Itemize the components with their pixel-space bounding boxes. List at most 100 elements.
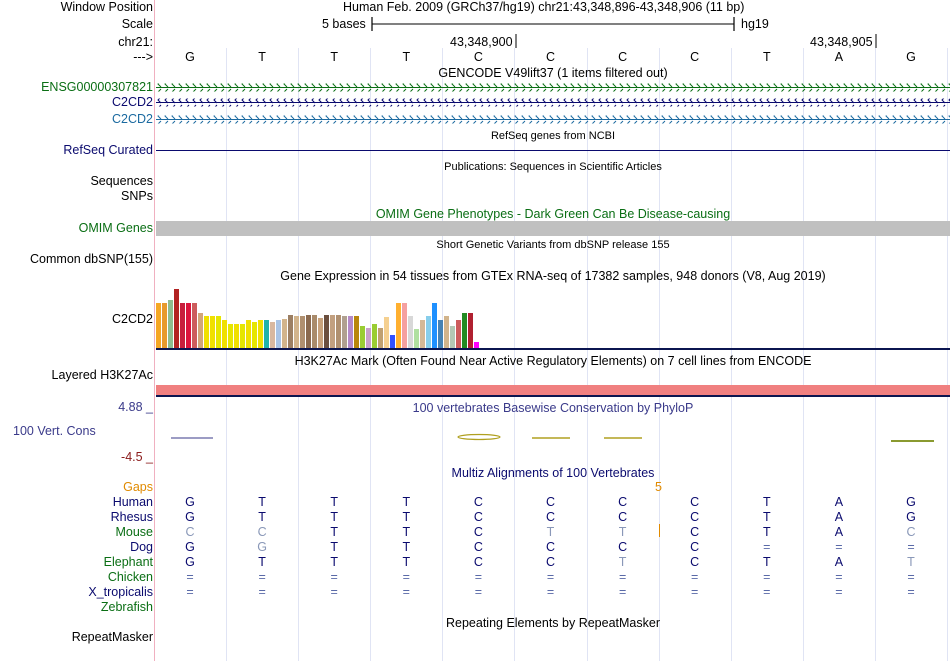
gtex-tissue-bar[interactable] [162,303,168,348]
window-position-text[interactable]: Human Feb. 2009 (GRCh37/hg19) chr21:43,3… [343,0,745,14]
gtex-tissue-bar[interactable] [354,316,360,348]
omim-feature-bar[interactable] [156,221,950,236]
gtex-tissue-bar[interactable] [474,342,480,348]
species-label[interactable]: Human [112,495,153,509]
gtex-tissue-bar[interactable] [300,316,306,348]
gtex-tissue-bar[interactable] [396,303,402,348]
cons-label[interactable]: 100 Vert. Cons [13,424,96,438]
gtex-tissue-bar[interactable] [234,323,240,348]
gtex-tissue-bar[interactable] [468,312,474,348]
gtex-tissue-bar[interactable] [318,318,324,348]
gtex-tissue-bar[interactable] [462,312,468,348]
gencode-gene-models[interactable] [156,80,950,126]
aligned-base: = [618,585,627,599]
gencode-row-1-label[interactable]: ENSG00000307821 [41,80,153,94]
gencode-row-2-label[interactable]: C2CD2 [112,95,153,109]
gtex-tissue-bar[interactable] [330,314,336,348]
gtex-tissue-bar[interactable] [348,316,354,348]
gtex-tissue-bar[interactable] [264,320,270,348]
gtex-tissue-bar[interactable] [258,320,264,348]
gtex-tissue-bar[interactable] [216,316,222,348]
gtex-tissue-bar[interactable] [408,316,414,348]
gtex-tissue-bar[interactable] [306,314,312,348]
gtex-tissue-bar[interactable] [228,323,234,348]
gtex-tissue-bar[interactable] [294,316,300,348]
scale-label: Scale [121,17,153,31]
gtex-tissue-bar[interactable] [366,327,372,348]
gtex-tissue-bar[interactable] [450,325,456,348]
gtex-tissue-bar[interactable] [282,319,288,348]
gtex-tissue-bar[interactable] [414,329,420,348]
scale-text: 5 bases [322,17,366,31]
species-label[interactable]: Dog [130,540,153,554]
gtex-tissue-bar[interactable] [438,320,444,348]
aligned-base: = [618,570,627,584]
cons-title: 100 vertebrates Basewise Conservation by… [412,401,694,415]
dbsnp-label[interactable]: Common dbSNP(155) [30,252,153,266]
gtex-tissue-bar[interactable] [198,312,204,348]
aligned-base: T [762,555,771,569]
species-label[interactable]: X_tropicalis [88,585,153,599]
refseq-label[interactable]: RefSeq Curated [63,143,153,157]
gtex-tissue-bar[interactable] [192,303,198,348]
aligned-base: C [473,510,483,524]
aligned-base: G [185,540,195,554]
gtex-tissue-bar[interactable] [174,288,180,348]
gtex-tissue-bar[interactable] [246,320,252,348]
aligned-base: T [618,525,627,539]
aligned-base: C [690,495,700,509]
gtex-tissue-bar[interactable] [168,299,174,348]
reference-base: T [258,50,266,64]
omim-label[interactable]: OMIM Genes [78,221,153,235]
gtex-bar-chart[interactable] [156,283,536,348]
cons-wiggle[interactable] [156,430,950,448]
gtex-tissue-bar[interactable] [204,316,210,348]
gtex-tissue-bar[interactable] [252,322,258,348]
repeatmasker-title: Repeating Elements by RepeatMasker [445,616,660,630]
gtex-tissue-bar[interactable] [432,303,438,348]
gtex-tissue-bar[interactable] [210,316,216,348]
publications-snps-label[interactable]: SNPs [121,189,153,203]
gtex-tissue-bar[interactable] [426,316,432,348]
gtex-tissue-bar[interactable] [180,303,186,348]
gtex-tissue-bar[interactable] [456,320,462,348]
gtex-tissue-bar[interactable] [222,320,228,348]
gtex-tissue-bar[interactable] [240,323,246,348]
aligned-base: G [185,555,195,569]
gtex-title: Gene Expression in 54 tissues from GTEx … [280,269,826,283]
aligned-base: = [474,570,483,584]
gtex-tissue-bar[interactable] [342,316,348,348]
gtex-tissue-bar[interactable] [324,314,330,348]
aligned-base: G [185,495,195,509]
gtex-tissue-bar[interactable] [156,303,162,348]
gencode-row-3-label[interactable]: C2CD2 [112,112,153,126]
h3k27ac-signal[interactable] [156,385,950,395]
gtex-tissue-bar[interactable] [402,303,408,348]
gtex-tissue-bar[interactable] [444,316,450,348]
species-label[interactable]: Chicken [107,570,153,584]
species-label[interactable]: Rhesus [110,510,153,524]
repeatmasker-label[interactable]: RepeatMasker [71,630,153,644]
gtex-tissue-bar[interactable] [390,335,396,348]
species-label[interactable]: Zebrafish [100,600,153,614]
aligned-base: C [690,555,700,569]
species-label[interactable]: Elephant [103,555,153,569]
gtex-tissue-bar[interactable] [372,323,378,348]
gtex-tissue-bar[interactable] [186,303,192,348]
gtex-tissue-bar[interactable] [384,317,390,348]
gtex-label[interactable]: C2CD2 [112,312,153,326]
gtex-tissue-bar[interactable] [360,325,366,348]
gtex-tissue-bar[interactable] [270,322,276,348]
species-label[interactable]: Mouse [115,525,153,539]
gtex-tissue-bar[interactable] [312,314,318,348]
gtex-tissue-bar[interactable] [378,327,384,348]
gtex-tissue-bar[interactable] [288,314,294,348]
publications-sequences-label[interactable]: Sequences [90,174,153,188]
gtex-tissue-bar[interactable] [336,314,342,348]
gtex-tissue-bar[interactable] [420,320,426,348]
gtex-tissue-bar[interactable] [276,320,282,348]
gaps-label[interactable]: Gaps [123,480,153,494]
refseq-gene-line[interactable] [156,150,950,151]
aligned-base: = [330,585,338,599]
h3k27ac-label[interactable]: Layered H3K27Ac [51,368,153,382]
